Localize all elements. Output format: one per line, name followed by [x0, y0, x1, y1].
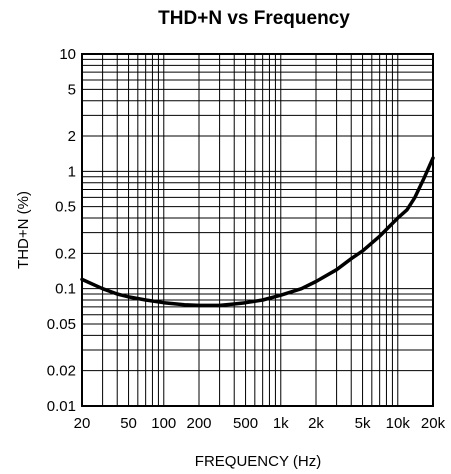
y-tick-label: 5	[68, 81, 76, 98]
series-line	[80, 156, 435, 308]
x-tick-label: 5k	[355, 415, 371, 432]
y-tick-label: 2	[68, 128, 76, 145]
y-tick-label: 0.5	[55, 199, 76, 216]
y-axis-label: THD+N (%)	[15, 191, 32, 269]
y-tick-label: 0.02	[47, 363, 76, 380]
y-tick-label: 10	[59, 46, 76, 63]
y-tick-label: 0.01	[47, 398, 76, 415]
chart-title: THD+N vs Frequency	[158, 8, 350, 29]
x-axis-ticks: 20 50 100 200 500 1k 2k 5k 10k 20k	[74, 415, 446, 432]
x-tick-label: 50	[120, 415, 137, 432]
x-tick-label: 2k	[308, 415, 324, 432]
x-tick-label: 20	[74, 415, 91, 432]
x-tick-label: 10k	[386, 415, 411, 432]
x-axis-label: FREQUENCY (Hz)	[195, 453, 321, 470]
plot-frame	[81, 53, 434, 407]
y-tick-label: 0.2	[55, 245, 76, 262]
x-tick-label: 20k	[421, 415, 446, 432]
series-group	[80, 156, 435, 308]
y-axis-ticks: 10 5 2 1 0.5 0.2 0.1 0.05 0.02 0.01	[47, 46, 76, 415]
x-tick-label: 1k	[273, 415, 289, 432]
y-tick-label: 0.1	[55, 281, 76, 298]
y-tick-label: 1	[68, 163, 76, 180]
x-tick-label: 100	[151, 415, 176, 432]
grid	[82, 54, 433, 406]
x-tick-label: 500	[233, 415, 258, 432]
y-tick-label: 0.05	[47, 316, 76, 333]
x-tick-label: 200	[186, 415, 211, 432]
